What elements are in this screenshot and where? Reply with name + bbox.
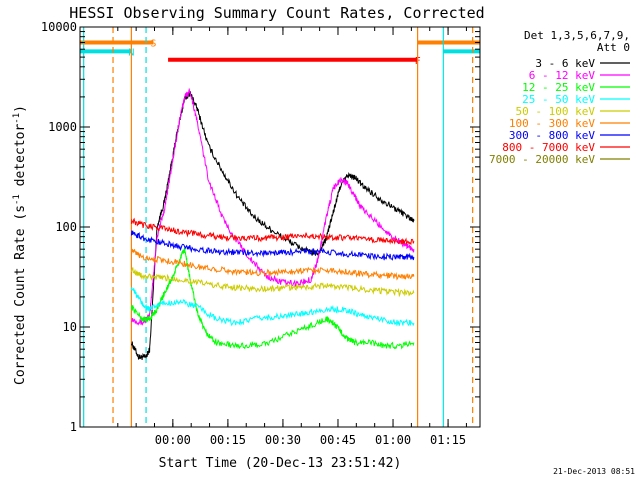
legend-label-800-7000-kev: 800 - 7000 keV: [502, 141, 595, 154]
x-axis-label: Start Time (20-Dec-13 23:51:42): [159, 456, 402, 471]
legend-label-6-12-kev: 6 - 12 keV: [529, 69, 596, 82]
y-tick-label: 100: [55, 220, 77, 234]
y-axis-label-end: ): [13, 105, 28, 113]
series-line-3-6-kev: [130, 91, 415, 361]
x-tick-label: 00:30: [265, 433, 301, 447]
legend-label-100-300-kev: 100 - 300 keV: [509, 117, 595, 130]
y-axis-label-sup1: -1: [12, 194, 22, 205]
series-line-12-25-kev: [130, 247, 415, 350]
chart-title: HESSI Observing Summary Count Rates, Cor…: [69, 4, 484, 22]
x-axis-ticks: 00:00 00:15 00:30 00:45 01:00 01:15: [117, 27, 467, 447]
timestamp: 21-Dec-2013 08:51: [553, 467, 635, 476]
legend-label-25-50-kev: 25 - 50 keV: [522, 93, 595, 106]
x-tick-label: 00:00: [155, 433, 191, 447]
y-axis-label-sup2: -1: [12, 113, 22, 124]
flag-bars: SNF: [80, 38, 480, 67]
series-line-800-7000-kev: [130, 217, 415, 246]
legend-label-3-6-kev: 3 - 6 keV: [535, 57, 595, 70]
series-line-50-100-kev: [130, 267, 415, 298]
x-tick-label: 01:15: [430, 433, 466, 447]
y-axis-label-mid: detector: [13, 124, 28, 195]
legend-header-line1: Det 1,3,5,6,7,9,: [524, 29, 630, 42]
attenuator-lines: [83, 27, 474, 427]
y-tick-label: 1: [70, 420, 77, 434]
y-axis-label-main: Corrected Count Rate (s: [13, 205, 28, 385]
x-tick-label: 00:15: [210, 433, 246, 447]
series-lines: [130, 87, 415, 361]
y-tick-label: 10000: [41, 20, 77, 34]
series-line-6-12-kev: [131, 87, 415, 326]
y-tick-label: 1000: [48, 120, 77, 134]
y-axis-label: Corrected Count Rate (s-1 detector-1): [12, 105, 28, 385]
legend-header-line2: Att 0: [597, 41, 630, 54]
y-axis-ticks: 1 10 100 1000 10000: [41, 20, 480, 434]
legend-label-50-100-kev: 50 - 100 keV: [516, 105, 596, 118]
legend-label-300-800-kev: 300 - 800 keV: [509, 129, 595, 142]
series-line-300-800-kev: [130, 230, 415, 261]
plot-frame: [79, 26, 481, 428]
y-tick-label: 10: [63, 320, 77, 334]
x-tick-label: 00:45: [320, 433, 356, 447]
flag-label-s: S: [150, 38, 156, 49]
series-line-25-50-kev: [130, 287, 415, 327]
series-line-100-300-kev: [131, 248, 415, 281]
legend-label-12-25-kev: 12 - 25 keV: [522, 81, 595, 94]
legend-label-7000-20000-kev: 7000 - 20000 keV: [489, 153, 595, 166]
x-tick-label: 01:00: [375, 433, 411, 447]
